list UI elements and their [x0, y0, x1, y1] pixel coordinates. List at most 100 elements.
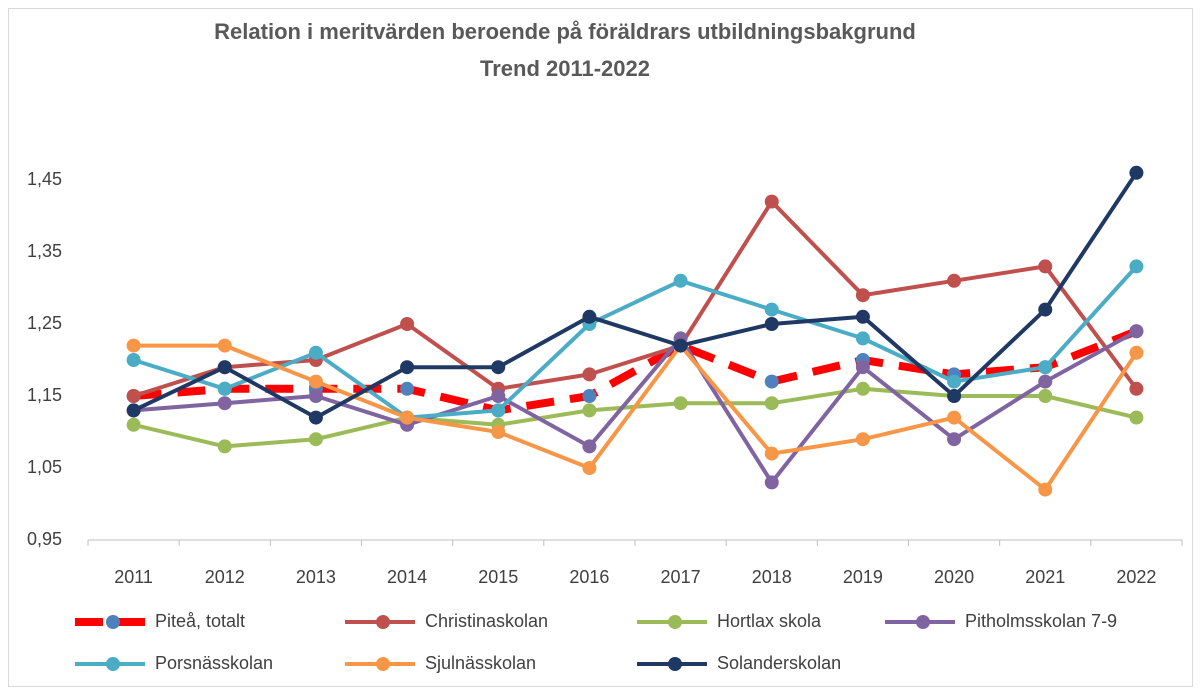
x-tick-label: 2018	[752, 567, 792, 587]
point	[1129, 259, 1144, 274]
point	[855, 381, 870, 396]
point	[400, 317, 415, 331]
x-tick-label: 2014	[387, 567, 427, 587]
point	[491, 360, 506, 375]
legend-marker	[916, 615, 930, 629]
point	[308, 410, 323, 425]
point	[764, 374, 779, 389]
x-tick-label: 2017	[661, 567, 701, 587]
legend-label: Hortlax skola	[717, 611, 822, 631]
legend-label: Pitholmsskolan 7-9	[965, 611, 1117, 631]
point	[673, 273, 688, 288]
y-tick-label: 1,25	[27, 313, 62, 333]
point	[764, 317, 779, 331]
point	[764, 446, 779, 461]
y-tick-label: 1,45	[27, 169, 62, 189]
point	[582, 439, 597, 454]
x-tick-label: 2011	[114, 567, 153, 587]
y-tick-label: 1,05	[27, 457, 62, 477]
point	[947, 374, 962, 389]
x-tick-label: 2013	[296, 567, 336, 587]
point	[126, 417, 141, 432]
point	[308, 374, 323, 389]
series-line	[131, 199, 1139, 398]
point	[1129, 324, 1144, 339]
point	[217, 439, 232, 454]
point	[673, 338, 688, 353]
legend-label: Christinaskolan	[425, 611, 548, 631]
point	[491, 425, 506, 439]
point	[126, 353, 141, 367]
point	[582, 367, 597, 382]
chart-subtitle: Trend 2011-2022	[480, 56, 650, 81]
point	[308, 389, 323, 403]
point	[1129, 345, 1144, 360]
point	[764, 194, 779, 209]
point	[947, 410, 962, 425]
legend-marker	[106, 615, 120, 629]
point	[855, 360, 870, 375]
point	[1129, 410, 1144, 425]
chart-title: Relation i meritvärden beroende på föräl…	[214, 19, 916, 44]
y-tick-label: 0,95	[27, 529, 62, 549]
x-tick-label: 2020	[934, 567, 974, 587]
y-tick-label: 1,15	[27, 385, 62, 405]
series-line	[133, 327, 1138, 415]
point	[308, 345, 323, 360]
x-tick-label: 2021	[1025, 567, 1065, 587]
point	[1038, 482, 1053, 497]
point	[673, 396, 688, 411]
x-tick-label: 2022	[1116, 567, 1156, 587]
point	[308, 432, 323, 447]
point	[217, 381, 232, 396]
point	[947, 432, 962, 447]
point	[764, 302, 779, 317]
point	[855, 309, 870, 324]
point	[400, 410, 415, 425]
point	[764, 396, 779, 411]
point	[1038, 259, 1053, 274]
point	[217, 396, 232, 411]
point	[582, 389, 597, 403]
y-tick-label: 1,35	[27, 241, 62, 261]
point	[126, 389, 141, 403]
x-tick-label: 2019	[843, 567, 883, 587]
legend-label: Porsnässkolan	[155, 653, 273, 673]
point	[582, 403, 597, 418]
legend-marker	[668, 615, 682, 629]
point	[400, 360, 415, 375]
legend-marker	[376, 657, 390, 671]
point	[1038, 360, 1053, 375]
point	[1129, 165, 1144, 180]
series-line	[131, 343, 1139, 492]
point	[855, 288, 870, 303]
legend-marker	[106, 657, 120, 671]
x-tick-label: 2015	[478, 567, 518, 587]
legend-label: Sjulnässkolan	[425, 653, 536, 673]
series-line	[131, 170, 1139, 420]
legend-label: Piteå, totalt	[155, 611, 245, 631]
point	[764, 475, 779, 490]
point	[582, 461, 597, 475]
legend-marker	[376, 615, 390, 629]
point	[126, 403, 141, 418]
point	[491, 403, 506, 418]
point	[400, 381, 415, 396]
x-tick-label: 2016	[569, 567, 609, 587]
point	[855, 331, 870, 346]
point	[217, 360, 232, 375]
point	[947, 273, 962, 288]
point	[491, 389, 506, 403]
legend-marker	[668, 657, 682, 671]
point	[217, 338, 232, 353]
point	[1038, 389, 1053, 403]
point	[126, 338, 141, 353]
point	[582, 309, 597, 324]
point	[855, 432, 870, 447]
point	[1038, 302, 1053, 317]
x-tick-label: 2012	[205, 567, 245, 587]
point	[1038, 374, 1053, 389]
legend-label: Solanderskolan	[717, 653, 841, 673]
